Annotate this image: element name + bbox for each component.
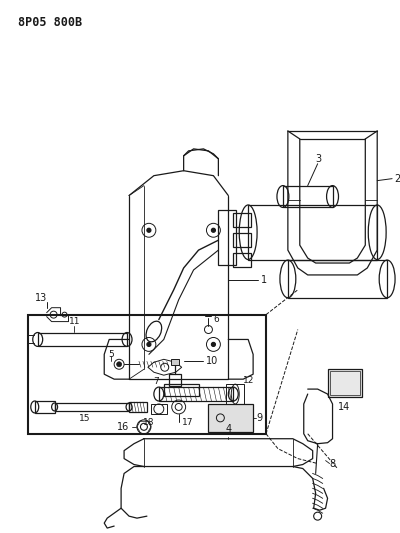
Text: 17: 17 <box>182 418 193 427</box>
Text: 3: 3 <box>316 154 322 164</box>
Bar <box>151 404 167 414</box>
Bar <box>159 387 233 401</box>
Text: 14: 14 <box>338 402 350 412</box>
Bar <box>233 233 251 247</box>
Circle shape <box>147 342 151 346</box>
Text: 4: 4 <box>225 424 231 434</box>
Circle shape <box>147 228 151 232</box>
Bar <box>54 403 129 411</box>
Text: 2: 2 <box>394 174 400 184</box>
Text: 1: 1 <box>261 275 267 285</box>
Bar <box>226 384 244 404</box>
Text: 5: 5 <box>108 350 114 359</box>
Text: 13: 13 <box>35 293 47 303</box>
Bar <box>330 371 360 395</box>
Bar <box>208 404 253 432</box>
Text: 18: 18 <box>143 418 155 427</box>
Bar <box>129 402 147 412</box>
Bar <box>171 359 179 365</box>
Bar <box>169 374 181 386</box>
Text: 15: 15 <box>79 414 90 423</box>
Bar <box>218 211 236 265</box>
Bar <box>28 314 266 434</box>
Text: 8: 8 <box>330 458 336 469</box>
Circle shape <box>212 342 216 346</box>
Bar <box>328 369 362 397</box>
Text: 7: 7 <box>153 377 159 386</box>
Bar <box>233 213 251 227</box>
Bar <box>283 185 332 207</box>
Circle shape <box>117 362 122 367</box>
Text: 11: 11 <box>69 317 80 326</box>
Text: 8P05 800B: 8P05 800B <box>18 16 82 29</box>
Bar <box>288 260 387 298</box>
Text: 10: 10 <box>206 356 218 366</box>
Text: 12: 12 <box>243 376 254 385</box>
Bar <box>38 333 127 346</box>
Bar <box>164 384 198 396</box>
Bar <box>35 401 54 413</box>
Bar <box>233 253 251 267</box>
Text: 16: 16 <box>117 422 129 432</box>
Text: 9: 9 <box>256 413 262 423</box>
Text: 6: 6 <box>214 315 219 324</box>
Circle shape <box>212 228 216 232</box>
Bar <box>248 205 377 260</box>
